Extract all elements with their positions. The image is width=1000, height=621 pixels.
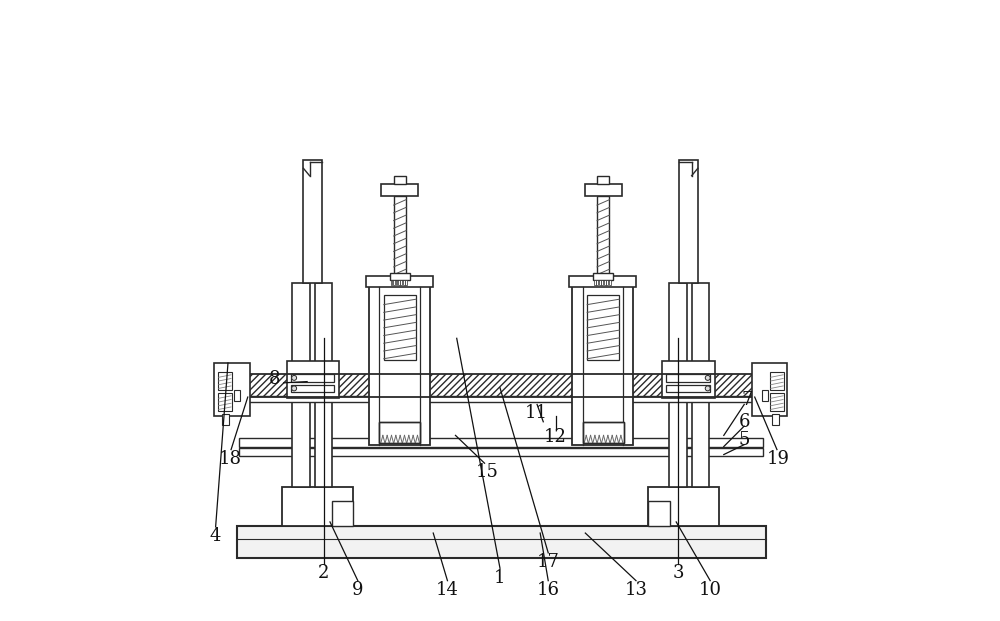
Bar: [597, 176, 609, 184]
Bar: [666, 384, 710, 392]
Bar: [242, 374, 760, 397]
Text: 2: 2: [318, 564, 329, 582]
Bar: [398, 280, 400, 284]
Text: 15: 15: [476, 463, 499, 481]
Bar: [369, 279, 430, 445]
Bar: [332, 501, 353, 525]
Text: 1: 1: [494, 569, 506, 587]
Bar: [391, 280, 392, 284]
Bar: [666, 374, 710, 381]
Bar: [585, 184, 622, 196]
Bar: [662, 361, 715, 398]
Text: 17: 17: [537, 553, 560, 571]
Bar: [394, 176, 406, 184]
Bar: [599, 280, 601, 284]
Text: 10: 10: [699, 581, 722, 599]
Bar: [597, 196, 609, 276]
Bar: [752, 363, 787, 415]
Text: 9: 9: [352, 581, 364, 599]
Bar: [393, 280, 395, 284]
Bar: [291, 384, 334, 392]
Bar: [381, 184, 418, 196]
Bar: [390, 273, 410, 280]
Bar: [394, 196, 406, 276]
Ellipse shape: [705, 376, 710, 380]
Bar: [770, 393, 784, 410]
Bar: [604, 280, 606, 284]
Bar: [237, 396, 766, 402]
Bar: [292, 283, 310, 487]
Text: 12: 12: [544, 428, 567, 446]
Bar: [648, 501, 670, 525]
Bar: [679, 160, 698, 283]
Bar: [400, 280, 402, 284]
Bar: [287, 361, 339, 398]
Bar: [587, 295, 619, 360]
Text: 7: 7: [742, 391, 753, 409]
Bar: [669, 283, 687, 487]
Bar: [315, 283, 332, 487]
Bar: [214, 363, 250, 415]
Ellipse shape: [292, 386, 297, 391]
Text: 14: 14: [436, 581, 459, 599]
Bar: [396, 280, 397, 284]
Bar: [218, 373, 232, 389]
Bar: [239, 448, 763, 456]
Bar: [403, 280, 405, 284]
Bar: [583, 422, 624, 443]
Bar: [583, 422, 624, 443]
Bar: [379, 422, 420, 443]
Text: 19: 19: [767, 450, 790, 468]
Bar: [405, 280, 407, 284]
Text: 18: 18: [218, 450, 241, 468]
Bar: [606, 280, 608, 284]
Bar: [569, 276, 636, 287]
Bar: [234, 390, 240, 401]
Text: 13: 13: [625, 581, 648, 599]
Text: 11: 11: [524, 404, 547, 422]
Bar: [237, 525, 766, 558]
Bar: [609, 280, 611, 284]
Bar: [303, 160, 322, 283]
Ellipse shape: [705, 386, 710, 391]
Text: 8: 8: [269, 369, 280, 388]
Bar: [572, 279, 633, 445]
Bar: [594, 280, 596, 284]
Bar: [648, 487, 719, 525]
Bar: [366, 276, 433, 287]
Text: 5: 5: [739, 432, 750, 450]
Bar: [291, 374, 334, 381]
Bar: [762, 390, 768, 401]
Bar: [218, 393, 232, 410]
Bar: [596, 280, 598, 284]
Bar: [601, 280, 603, 284]
Bar: [379, 422, 420, 443]
Text: 16: 16: [537, 581, 560, 599]
Bar: [242, 374, 760, 397]
Bar: [692, 283, 709, 487]
Bar: [593, 273, 613, 280]
Bar: [282, 487, 353, 525]
Text: 4: 4: [210, 527, 221, 545]
Bar: [772, 414, 779, 425]
Text: 6: 6: [738, 413, 750, 431]
Bar: [770, 373, 784, 389]
Bar: [239, 438, 763, 446]
Bar: [384, 295, 416, 360]
Text: 3: 3: [672, 564, 684, 582]
Bar: [222, 414, 229, 425]
Ellipse shape: [292, 376, 297, 380]
